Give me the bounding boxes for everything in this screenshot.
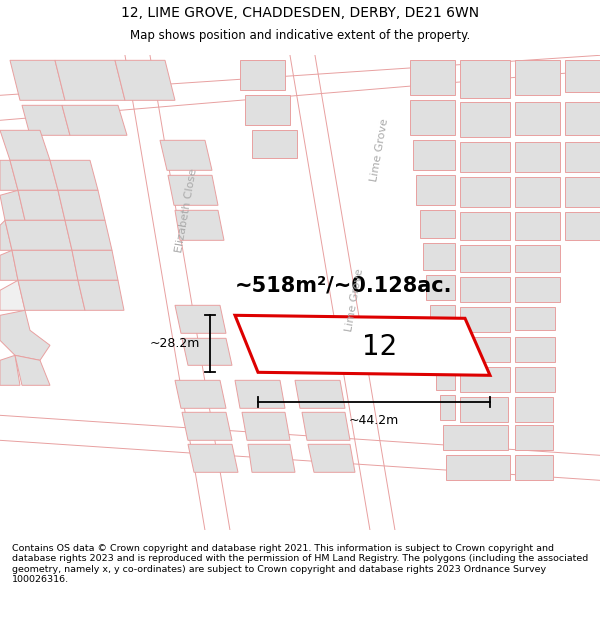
Text: ~518m²/~0.128ac.: ~518m²/~0.128ac. [235,275,452,295]
Text: Lime Grove: Lime Grove [370,118,391,182]
Polygon shape [565,177,600,208]
Polygon shape [245,95,290,125]
Polygon shape [58,190,105,220]
Polygon shape [515,308,555,330]
Polygon shape [65,220,112,250]
Polygon shape [240,60,285,90]
Polygon shape [0,280,25,310]
Polygon shape [12,250,78,280]
Polygon shape [182,338,232,365]
Polygon shape [443,425,508,450]
Polygon shape [515,398,553,422]
Polygon shape [420,210,455,238]
Polygon shape [18,280,85,310]
Polygon shape [18,190,65,220]
Polygon shape [460,213,510,240]
Polygon shape [175,305,226,333]
Polygon shape [50,160,98,190]
Polygon shape [460,308,510,332]
Polygon shape [423,243,455,270]
Polygon shape [295,380,345,408]
Polygon shape [515,102,560,135]
Polygon shape [0,190,25,220]
Polygon shape [55,60,125,100]
Polygon shape [0,160,18,190]
Polygon shape [515,455,553,480]
Polygon shape [460,338,510,362]
Polygon shape [565,213,600,240]
Polygon shape [440,396,455,420]
Polygon shape [175,380,226,408]
Text: ~28.2m: ~28.2m [149,338,200,350]
Polygon shape [302,412,350,440]
Text: 12, LIME GROVE, CHADDESDEN, DERBY, DE21 6WN: 12, LIME GROVE, CHADDESDEN, DERBY, DE21 … [121,6,479,19]
Polygon shape [188,444,238,472]
Polygon shape [515,278,560,302]
Polygon shape [10,60,65,100]
Polygon shape [515,60,560,95]
Polygon shape [446,455,510,480]
Polygon shape [0,220,12,250]
Polygon shape [515,338,555,362]
Polygon shape [515,177,560,208]
Polygon shape [78,280,124,310]
Polygon shape [168,175,218,205]
Polygon shape [460,60,510,98]
Text: ~44.2m: ~44.2m [349,414,399,428]
Polygon shape [515,142,560,172]
Polygon shape [242,412,290,440]
Polygon shape [22,105,70,135]
Polygon shape [413,140,455,170]
Text: Contains OS data © Crown copyright and database right 2021. This information is : Contains OS data © Crown copyright and d… [12,544,588,584]
Polygon shape [460,102,510,138]
Polygon shape [565,142,600,172]
Polygon shape [410,60,455,95]
Polygon shape [460,142,510,172]
Polygon shape [433,335,455,360]
Polygon shape [235,315,490,375]
Polygon shape [515,368,555,392]
Polygon shape [416,175,455,205]
Polygon shape [410,100,455,135]
Polygon shape [252,130,297,158]
Polygon shape [460,245,510,272]
Polygon shape [460,398,508,422]
Polygon shape [460,278,510,302]
Polygon shape [0,310,50,360]
Polygon shape [10,160,58,190]
Polygon shape [565,60,600,92]
Text: Elizabeth Close: Elizabeth Close [173,168,199,253]
Polygon shape [565,102,600,135]
Polygon shape [160,140,212,170]
Polygon shape [0,355,20,385]
Polygon shape [15,355,50,385]
Polygon shape [235,380,285,408]
Text: 12: 12 [362,333,398,361]
Polygon shape [426,275,455,300]
Polygon shape [436,365,455,390]
Polygon shape [515,425,553,450]
Polygon shape [515,213,560,240]
Polygon shape [460,177,510,208]
Polygon shape [115,60,175,100]
Polygon shape [248,444,295,472]
Polygon shape [62,105,127,135]
Polygon shape [430,305,455,330]
Polygon shape [308,444,355,472]
Polygon shape [182,412,232,440]
Polygon shape [175,210,224,240]
Polygon shape [0,130,50,160]
Polygon shape [0,250,18,280]
Polygon shape [72,250,118,280]
Text: Map shows position and indicative extent of the property.: Map shows position and indicative extent… [130,29,470,42]
Polygon shape [5,220,72,250]
Text: Lime Grove: Lime Grove [344,268,365,332]
Polygon shape [460,368,510,392]
Polygon shape [515,245,560,272]
